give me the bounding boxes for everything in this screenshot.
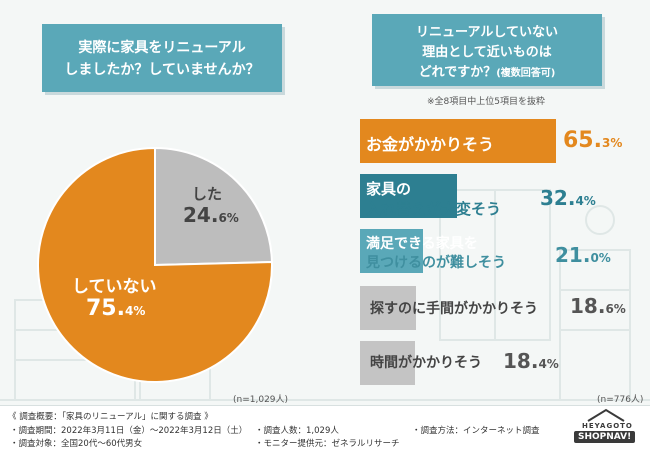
bar-replace-pct-main: 32. bbox=[540, 186, 576, 210]
pie-slice-did bbox=[154, 146, 273, 267]
bar-replace-line2: 入れ替えが大変そう bbox=[366, 200, 502, 218]
footer-title: 《 調査概要：「家具のリニューアル」に関する調査 》 bbox=[8, 412, 213, 422]
bar-effort-pct-unit: % bbox=[613, 302, 626, 316]
bar-effort-pct-decimal: 6 bbox=[605, 302, 614, 316]
question2-box: リニューアルしていない 理由として近いものは どれですか？(複数回答可) bbox=[372, 14, 602, 86]
bar-time-pct: 18.4% bbox=[503, 349, 559, 373]
pie-n-note: (n=1,029人) bbox=[233, 395, 289, 405]
bar-money-pct-decimal: 3 bbox=[601, 136, 611, 150]
footer-method-text: 調査方法：インターネット調査 bbox=[420, 426, 540, 436]
bar-replace bbox=[360, 174, 457, 218]
logo-main: SHOPNAV! bbox=[574, 431, 636, 443]
logo-house-icon bbox=[587, 408, 625, 422]
bar-time bbox=[360, 341, 415, 385]
pie-pct-did-decimal: 6 bbox=[218, 211, 227, 225]
footer-provider-text: モニター提供元：ゼネラルリサーチ bbox=[263, 439, 400, 449]
footer-method: ・調査方法：インターネット調査 bbox=[412, 426, 540, 436]
question2-line3-sub: (複数回答可) bbox=[496, 68, 556, 79]
pie-pct-did-main: 24. bbox=[183, 203, 219, 227]
bar-find-pct-decimal: 0 bbox=[590, 251, 599, 265]
bar-money-label: お金がかかりそう bbox=[366, 135, 495, 154]
bar-find-pct-unit: % bbox=[598, 251, 611, 265]
bar-time-pct-main: 18. bbox=[503, 349, 539, 373]
bar-effort bbox=[360, 286, 416, 330]
footer-period: ・調査期間：2022年3月11日（金）～2022年3月12日（土） bbox=[10, 426, 248, 436]
bar-effort-label: 探すのに手間がかかりそう bbox=[370, 301, 538, 317]
bar-effort-pct: 18.6% bbox=[570, 294, 626, 318]
question1-box: 実際に家具をリニューアル しましたか？していませんか？ bbox=[42, 24, 282, 92]
bar-replace-pct-unit: % bbox=[583, 194, 596, 208]
pie-pct-did: 24.6% bbox=[183, 203, 239, 227]
bar-money-pct-unit: % bbox=[610, 136, 623, 150]
pie-pct-not-unit: % bbox=[133, 304, 146, 318]
pie-slice-not bbox=[37, 146, 273, 383]
footer-target: ・調査対象：全国20代～60代男女 bbox=[10, 439, 143, 449]
bar-time-pct-decimal: 4 bbox=[538, 357, 547, 371]
footer-target-text: 調査対象：全国20代～60代男女 bbox=[18, 439, 143, 449]
pie-pct-not-decimal: 4 bbox=[124, 304, 134, 318]
bar-effort-pct-main: 18. bbox=[570, 294, 606, 318]
pie-pct-not-main: 75. bbox=[86, 296, 125, 321]
bar-money-pct: 65.3% bbox=[563, 128, 622, 153]
logo-top: HEYAGOTO bbox=[582, 422, 633, 430]
bar-time-pct-unit: % bbox=[546, 357, 559, 371]
question1-line2: しましたか？していませんか？ bbox=[64, 62, 260, 78]
footer-count-text: 調査人数：1,029人 bbox=[263, 426, 339, 436]
question1-line1: 実際に家具をリニューアル bbox=[78, 40, 246, 56]
question2-line3: どれですか？(複数回答可) bbox=[372, 61, 602, 80]
bar-n-note: (n=776人) bbox=[597, 395, 644, 405]
bar-find-line2: 見つけるのが難しそう bbox=[366, 255, 506, 271]
pie-pct-not: 75.4% bbox=[86, 296, 145, 321]
question2-line3-main: どれですか？ bbox=[418, 65, 497, 80]
pie-pct-did-unit: % bbox=[226, 211, 239, 225]
footer-period-text: 調査期間：2022年3月11日（金）～2022年3月12日（土） bbox=[18, 426, 248, 436]
bar-replace-pct-decimal: 4 bbox=[575, 194, 584, 208]
question2-line2: 理由として近いものは bbox=[422, 45, 552, 60]
pie-label-did: した bbox=[192, 185, 223, 203]
footer-count: ・調査人数：1,029人 bbox=[255, 426, 339, 436]
pie-label-not: していない bbox=[72, 277, 157, 297]
note-top: ※全8項目中上位5項目を抜粋 bbox=[427, 97, 545, 107]
footer-provider: ・モニター提供元：ゼネラルリサーチ bbox=[255, 439, 400, 449]
bar-find-pct: 21.0% bbox=[555, 243, 611, 267]
bar-find bbox=[360, 229, 423, 273]
bar-find-pct-main: 21. bbox=[555, 243, 591, 267]
bar-replace-pct: 32.4% bbox=[540, 186, 596, 210]
bar-money bbox=[360, 119, 556, 163]
bar-find-line1: 満足できる家具を bbox=[366, 236, 478, 252]
question2-line1: リニューアルしていない bbox=[416, 25, 558, 40]
bar-money-pct-main: 65. bbox=[563, 128, 602, 153]
bar-time-label: 時間がかかりそう bbox=[370, 355, 482, 371]
bar-replace-line1: 家具の bbox=[366, 180, 412, 198]
footer: 《 調査概要：「家具のリニューアル」に関する調査 》 ・調査期間：2022年3月… bbox=[0, 405, 650, 451]
